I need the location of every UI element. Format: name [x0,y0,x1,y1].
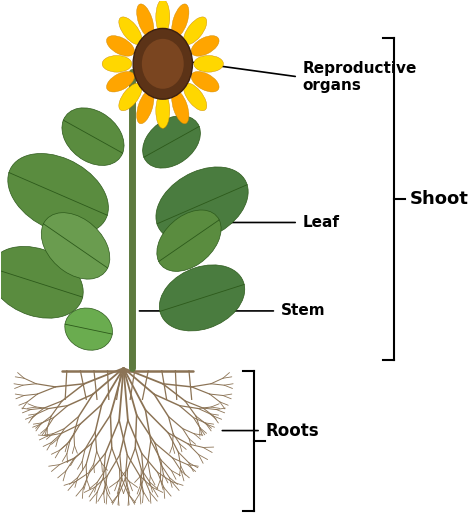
Ellipse shape [143,116,201,168]
Ellipse shape [41,213,110,279]
Ellipse shape [191,72,219,92]
Ellipse shape [156,0,170,35]
Ellipse shape [119,83,142,111]
Ellipse shape [137,90,154,124]
Ellipse shape [0,246,83,318]
Ellipse shape [8,154,109,234]
Ellipse shape [159,265,245,331]
Ellipse shape [156,93,170,128]
Ellipse shape [107,72,135,92]
Text: Stem: Stem [281,303,325,319]
Ellipse shape [194,55,223,72]
Ellipse shape [65,308,112,350]
Ellipse shape [172,4,189,37]
Ellipse shape [107,36,135,56]
Text: Leaf: Leaf [302,215,339,230]
Ellipse shape [156,167,248,242]
Ellipse shape [157,210,221,271]
Ellipse shape [62,108,124,165]
Circle shape [133,28,192,99]
Ellipse shape [191,36,219,56]
Ellipse shape [137,4,154,37]
Ellipse shape [119,17,142,44]
Ellipse shape [183,17,207,44]
Ellipse shape [183,83,207,111]
Ellipse shape [102,55,132,72]
Text: Reproductive
organs: Reproductive organs [302,61,417,93]
Circle shape [142,39,184,89]
Text: Roots: Roots [265,422,319,439]
Ellipse shape [172,90,189,124]
Text: Shoot: Shoot [409,190,468,208]
